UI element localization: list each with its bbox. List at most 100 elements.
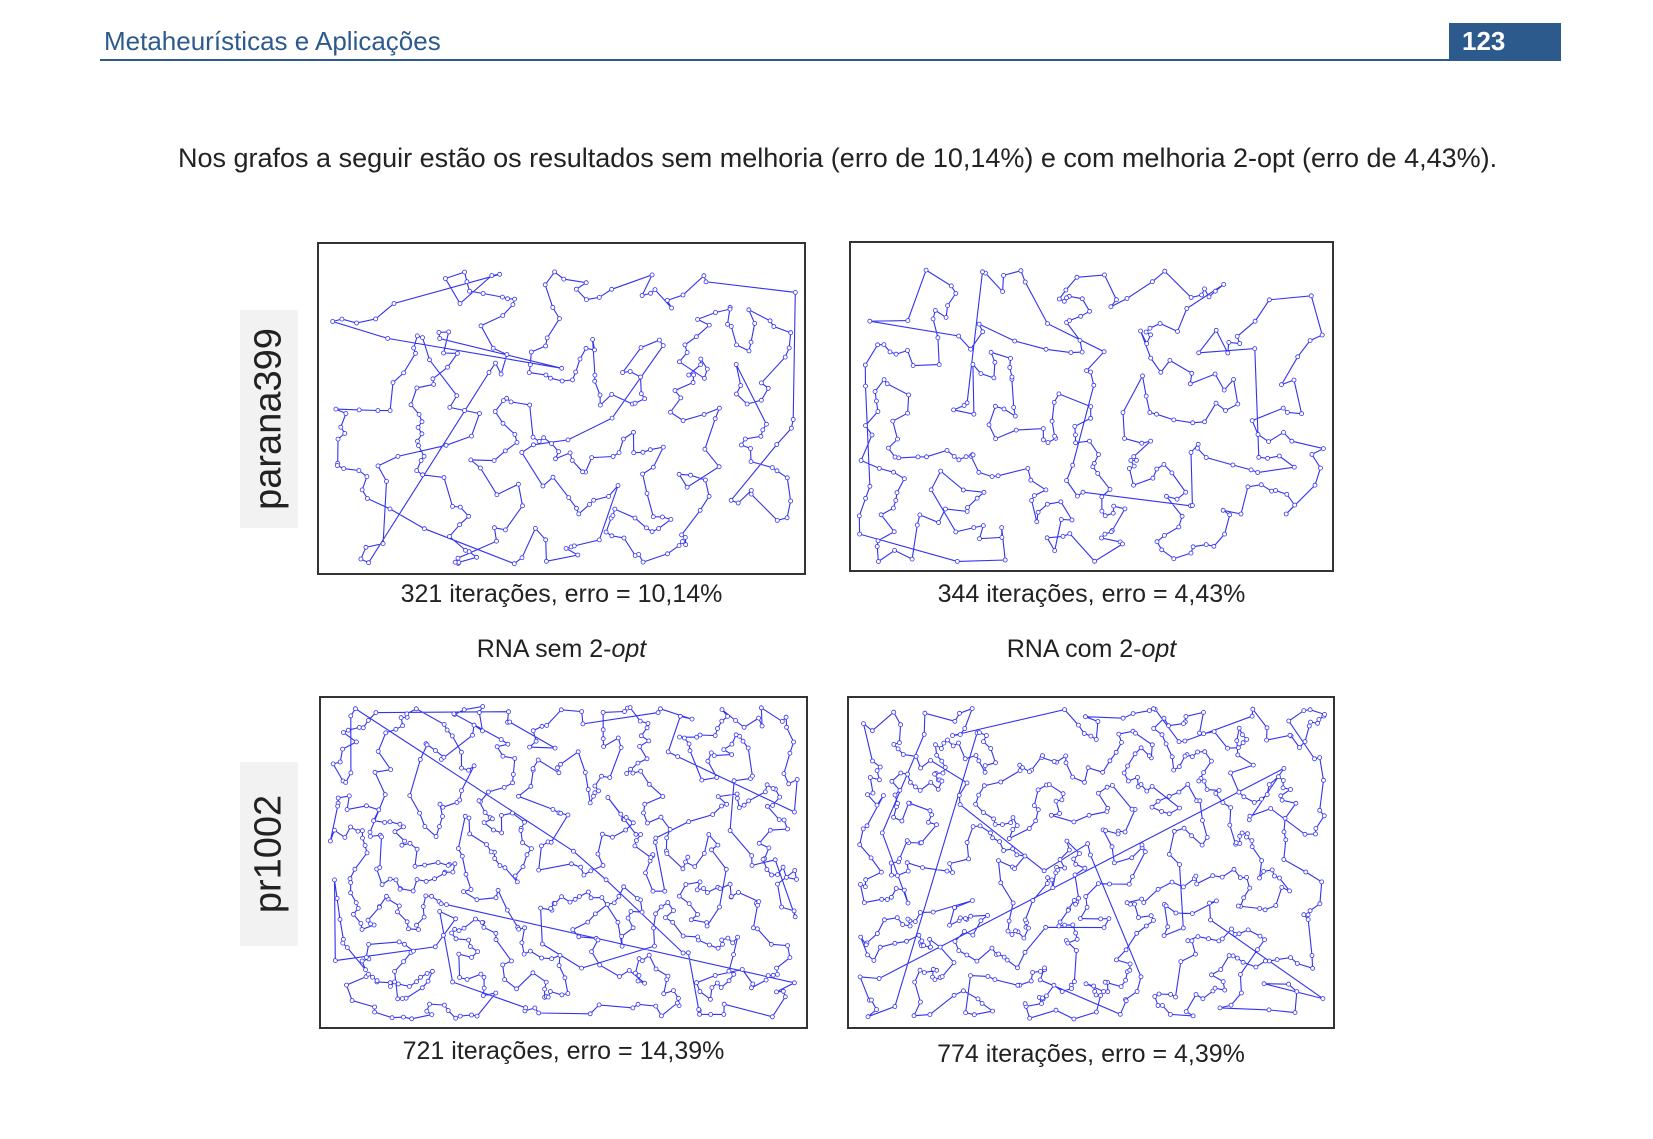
city-node	[1309, 451, 1315, 457]
city-node	[427, 357, 432, 363]
city-node	[1009, 932, 1015, 937]
city-node	[615, 735, 621, 741]
city-node	[956, 948, 962, 954]
city-node	[1171, 828, 1177, 834]
city-node	[736, 889, 741, 895]
city-node	[1202, 419, 1208, 425]
city-node	[1190, 544, 1196, 550]
city-node	[719, 937, 725, 943]
city-node	[1100, 769, 1106, 775]
city-node	[1148, 438, 1154, 444]
city-node	[692, 864, 698, 870]
city-node	[924, 454, 929, 460]
city-node	[956, 333, 961, 339]
city-node	[1228, 770, 1234, 776]
city-node	[445, 862, 451, 868]
city-node	[1070, 462, 1076, 468]
city-node	[749, 862, 755, 868]
city-node	[462, 408, 467, 413]
city-node	[552, 901, 558, 906]
city-node	[1313, 825, 1319, 831]
city-node	[1180, 925, 1186, 931]
city-node	[655, 710, 661, 716]
city-node	[645, 721, 651, 726]
city-node	[935, 335, 941, 341]
city-node	[742, 436, 748, 442]
city-node	[1166, 723, 1172, 729]
city-node	[1084, 368, 1089, 374]
city-node	[895, 801, 900, 806]
city-node	[628, 908, 634, 914]
city-node	[437, 801, 443, 807]
city-node	[1262, 958, 1268, 964]
city-node	[396, 903, 402, 909]
city-node	[473, 916, 478, 922]
city-node	[346, 793, 352, 799]
city-node	[1028, 978, 1034, 984]
city-node	[656, 337, 662, 343]
city-node	[728, 497, 734, 503]
city-node	[600, 727, 606, 733]
city-node	[1067, 531, 1073, 537]
city-node	[1123, 947, 1129, 953]
city-node	[387, 819, 393, 825]
city-node	[1148, 913, 1154, 919]
city-node	[1004, 957, 1010, 963]
city-node	[1056, 923, 1062, 929]
city-node	[433, 748, 438, 753]
city-node	[348, 713, 354, 719]
city-node	[384, 893, 389, 899]
city-node	[1040, 437, 1046, 443]
city-node	[1180, 884, 1186, 890]
city-node	[999, 534, 1005, 540]
city-nodes	[327, 704, 800, 1022]
city-node	[438, 901, 444, 907]
city-node	[1073, 930, 1079, 936]
city-node	[968, 346, 973, 352]
city-node	[905, 916, 911, 922]
city-node	[421, 453, 427, 459]
city-node	[868, 997, 874, 1003]
city-node	[774, 442, 780, 447]
city-node	[794, 876, 799, 882]
city-node	[404, 919, 410, 925]
city-node	[891, 505, 896, 511]
city-node	[596, 537, 602, 543]
city-node	[540, 483, 546, 489]
city-node	[423, 878, 429, 884]
city-node	[892, 547, 897, 553]
row-label-text: pr1002	[247, 794, 290, 914]
city-node	[371, 818, 376, 824]
city-node	[699, 777, 705, 783]
city-node	[542, 282, 548, 288]
city-node	[731, 778, 737, 784]
city-node	[1171, 417, 1177, 423]
city-node	[1136, 915, 1141, 920]
city-node	[688, 472, 694, 478]
city-node	[452, 926, 458, 932]
city-node	[1143, 329, 1149, 335]
city-node	[1194, 881, 1200, 887]
city-node	[687, 748, 693, 754]
city-node	[605, 901, 610, 907]
city-node	[559, 365, 565, 371]
city-node	[1258, 796, 1264, 802]
city-node	[1208, 917, 1213, 923]
city-node	[1132, 730, 1138, 736]
city-node	[418, 974, 423, 980]
city-node	[637, 718, 643, 724]
city-node	[1151, 706, 1156, 712]
city-node	[1142, 849, 1148, 855]
city-node	[1111, 860, 1117, 866]
city-node	[726, 968, 732, 974]
city-node	[1181, 825, 1187, 831]
city-node	[596, 1002, 602, 1008]
city-node	[863, 383, 868, 389]
city-node	[863, 942, 869, 948]
city-node	[653, 1003, 659, 1009]
city-node	[1012, 413, 1018, 419]
city-node	[783, 714, 789, 720]
city-node	[576, 511, 582, 517]
city-node	[1071, 897, 1077, 903]
city-node	[1011, 404, 1017, 410]
